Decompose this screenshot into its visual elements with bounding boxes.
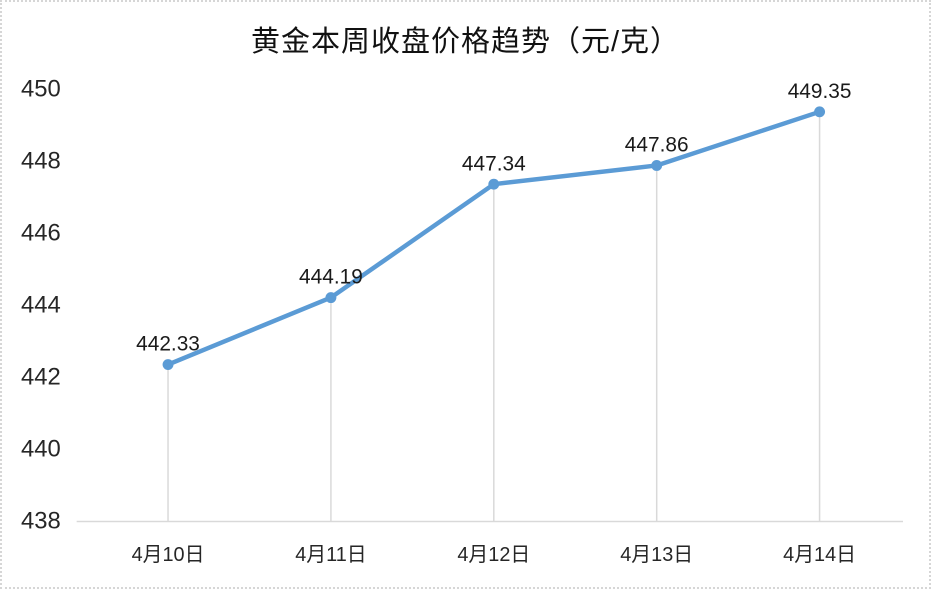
y-axis-tick-label: 444 (21, 291, 61, 318)
data-label: 447.34 (462, 152, 526, 175)
data-label: 447.86 (625, 134, 689, 157)
chart-title: 黄金本周收盘价格趋势（元/克） (250, 26, 681, 58)
data-label: 444.19 (299, 266, 363, 289)
data-label: 442.33 (136, 333, 200, 356)
x-axis-tick-label: 4月10日 (132, 544, 205, 566)
y-axis-tick-label: 448 (21, 147, 61, 174)
y-axis-tick-label: 438 (21, 507, 61, 534)
x-axis-tick-label: 4月13日 (620, 544, 693, 566)
data-point-marker (162, 359, 174, 371)
y-axis-tick-label: 440 (21, 435, 61, 462)
y-axis-tick-label: 442 (21, 363, 61, 390)
data-point-marker (651, 159, 663, 171)
x-axis-tick-label: 4月12日 (457, 544, 530, 566)
x-axis-tick-label: 4月11日 (295, 544, 366, 566)
y-axis-tick-label: 446 (21, 219, 61, 246)
data-point-marker (325, 292, 337, 304)
x-axis-tick-label: 4月14日 (783, 544, 856, 566)
y-axis-tick-label: 450 (21, 75, 61, 102)
data-point-marker (488, 178, 500, 190)
data-label: 449.35 (788, 80, 852, 103)
data-point-marker (814, 106, 826, 118)
